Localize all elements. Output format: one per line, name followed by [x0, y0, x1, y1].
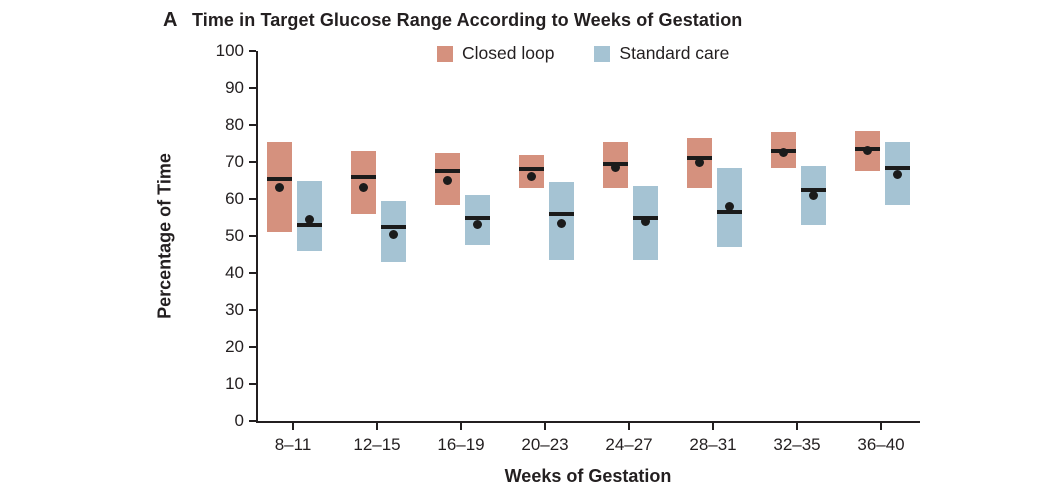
median-line-standard-care [464, 215, 490, 220]
y-tick-label: 30 [225, 300, 244, 319]
x-tick-label: 20–23 [521, 435, 569, 454]
y-tick-label: 90 [225, 78, 244, 97]
median-line-standard-care [548, 211, 574, 216]
x-tick [376, 423, 378, 430]
median-line-closed-loop [266, 176, 292, 181]
mean-dot-closed-loop [862, 146, 872, 156]
y-tick-label: 60 [225, 189, 244, 208]
y-tick-label: 0 [234, 411, 244, 430]
mean-dot-standard-care [640, 216, 650, 226]
x-tick [880, 423, 882, 430]
x-axis-title: Weeks of Gestation [504, 466, 672, 486]
mean-dot-standard-care [808, 190, 818, 200]
y-tick [249, 346, 256, 348]
x-tick [796, 423, 798, 430]
mean-dot-closed-loop [526, 172, 536, 182]
y-tick-label: 40 [225, 263, 244, 282]
legend-item-standard-care: Standard care [594, 43, 729, 64]
y-tick [249, 198, 256, 200]
plot-area: 0 10 20 30 40 50 60 70 80 90 100 8–11 12–15 16–19 20–2… [216, 41, 920, 454]
mean-dot-closed-loop [358, 183, 368, 193]
y-tick [249, 383, 256, 385]
legend-swatch-standard-care [594, 45, 611, 62]
box-closed-loop [350, 150, 376, 214]
y-tick [249, 235, 256, 237]
legend: Closed loop Standard care [437, 43, 729, 64]
mean-dot-closed-loop [274, 183, 284, 193]
x-tick-label: 16–19 [437, 435, 485, 454]
mean-dot-standard-care [304, 214, 314, 224]
x-tick-label: 28–31 [689, 435, 737, 454]
median-line-standard-care [800, 187, 826, 192]
x-tick [292, 423, 294, 430]
y-tick-label: 70 [225, 152, 244, 171]
x-tick [460, 423, 462, 430]
y-tick [249, 420, 256, 422]
y-tick-label: 100 [215, 41, 244, 60]
panel-label: A [163, 9, 178, 31]
x-tick [544, 423, 546, 430]
y-tick [249, 50, 256, 52]
y-tick-label: 20 [225, 337, 244, 356]
x-tick-label: 8–11 [274, 435, 312, 454]
figure-header: A Time in Target Glucose Range According… [163, 9, 742, 32]
y-tick [249, 272, 256, 274]
x-axis-line [256, 421, 920, 423]
median-line-standard-care [296, 222, 322, 227]
mean-dot-standard-care [472, 220, 482, 230]
legend-label-closed-loop: Closed loop [462, 43, 555, 63]
x-tick [628, 423, 630, 430]
y-tick [249, 309, 256, 311]
y-axis-title: Percentage of Time [154, 153, 175, 319]
mean-dot-closed-loop [694, 157, 704, 167]
x-tick [712, 423, 714, 430]
y-axis-line [256, 51, 258, 423]
legend-label-standard-care: Standard care [619, 43, 730, 63]
x-tick-label: 36–40 [857, 435, 905, 454]
median-line-standard-care [884, 165, 910, 170]
y-tick [249, 161, 256, 163]
mean-dot-closed-loop [778, 148, 788, 158]
median-line-closed-loop [518, 167, 544, 172]
x-tick-label: 12–15 [353, 435, 401, 454]
y-tick-label: 50 [225, 226, 244, 245]
median-line-closed-loop [434, 169, 460, 174]
mean-dot-standard-care [892, 170, 902, 180]
y-tick-label: 10 [225, 374, 244, 393]
box-standard-care [464, 195, 490, 246]
mean-dot-standard-care [724, 201, 734, 211]
median-line-closed-loop [350, 174, 376, 179]
mean-dot-closed-loop [442, 176, 452, 185]
median-line-standard-care [380, 224, 406, 229]
legend-swatch-closed-loop [437, 45, 453, 62]
y-tick [249, 87, 256, 89]
median-line-standard-care [716, 209, 742, 214]
y-tick [249, 124, 256, 126]
mean-dot-closed-loop [610, 163, 620, 173]
figure-title: Time in Target Glucose Range According t… [191, 10, 743, 30]
mean-dot-standard-care [388, 229, 398, 239]
y-tick-label: 80 [225, 115, 244, 134]
x-tick-label: 32–35 [773, 435, 821, 454]
mean-dot-standard-care [556, 218, 566, 228]
x-tick-label: 24–27 [605, 435, 653, 454]
legend-item-closed-loop: Closed loop [437, 43, 554, 64]
